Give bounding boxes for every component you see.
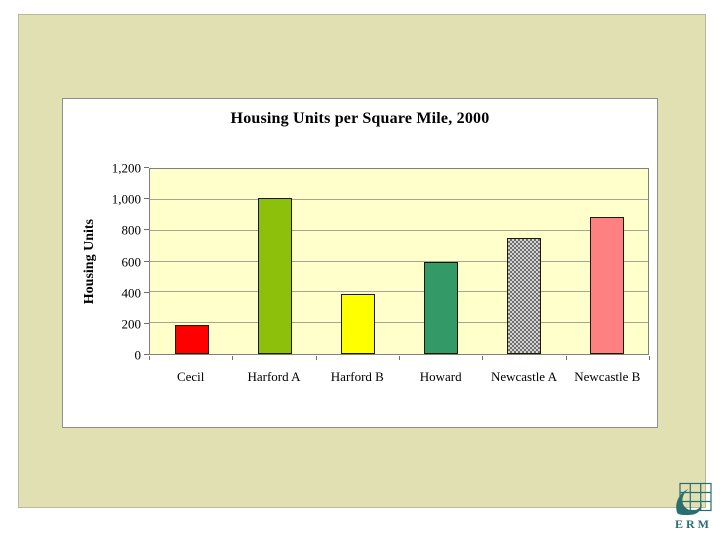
y-tick-mark [144, 260, 149, 262]
y-tick-mark [144, 198, 149, 200]
x-tick-mark [565, 356, 567, 360]
erm-logo-text: ERM [675, 517, 712, 531]
gridline [150, 198, 648, 200]
bar-newcastle-a [506, 237, 541, 354]
erm-logo: ERM [666, 482, 718, 532]
x-tick-mark [482, 356, 484, 360]
x-tick-mark [315, 356, 317, 360]
y-tick-mark [144, 291, 149, 293]
gridline [150, 322, 648, 324]
erm-swoosh-icon [676, 489, 702, 516]
x-axis: Cecil Harford A Harford B Howard Newcastle A… [149, 367, 649, 388]
y-tick-label: 0 [134, 347, 142, 363]
y-tick-label: 1,200 [111, 160, 141, 176]
plot-area [149, 168, 649, 355]
gridline [150, 260, 648, 262]
y-tick-mark [144, 167, 149, 168]
y-tick-mark [144, 354, 149, 355]
bar-harford-b [340, 293, 375, 354]
x-tick-mark [232, 356, 234, 360]
x-ticks [149, 356, 650, 361]
bar-cecil [174, 325, 209, 354]
x-category-label: Harford B [330, 369, 384, 384]
y-tick-label: 600 [121, 254, 142, 269]
y-tick-mark [144, 322, 149, 324]
x-tick-mark [399, 356, 400, 360]
bar-harford-a [257, 198, 292, 354]
erm-logo-icon [676, 482, 712, 516]
gridline [150, 229, 648, 231]
y-tick-mark [144, 229, 149, 231]
x-tick-mark [149, 356, 150, 360]
x-category-label: Harford A [247, 369, 301, 384]
x-category-label: Newcastle A [490, 369, 557, 384]
x-category-label: Howard [419, 369, 462, 384]
bar-howard [423, 262, 458, 354]
chart-title: Housing Units per Square Mile, 2000 [230, 110, 490, 127]
y-tick-label: 1,000 [111, 191, 141, 207]
y-tick-label: 800 [121, 222, 142, 238]
y-tick-label: 400 [121, 285, 142, 301]
x-category-label: Cecil [176, 369, 205, 384]
bar-newcastle-b [589, 216, 624, 354]
y-tick-label: 200 [121, 316, 142, 332]
gridline [150, 291, 648, 293]
x-tick-mark [649, 356, 650, 360]
y-axis: 0 200 400 600 800 1,000 1,200 [63, 162, 149, 362]
chart-object: Housing Units per Square Mile, 2000 Hous… [62, 98, 658, 428]
x-category-label: Newcastle B [574, 369, 641, 384]
